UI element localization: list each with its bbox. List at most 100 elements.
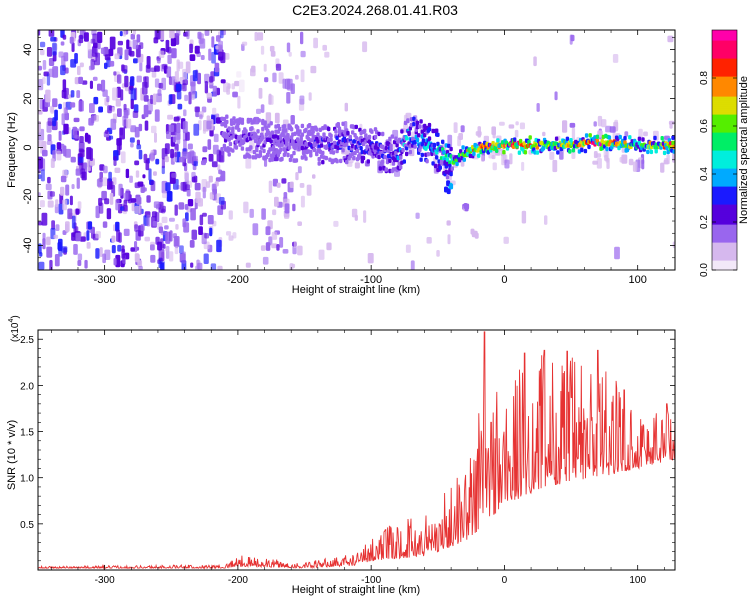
colorbar-stripe [712,248,737,251]
spectrogram-ridge-cell [280,156,284,162]
snr-plot-area [38,330,675,570]
spectrogram-cell [95,248,100,259]
spectrogram-cell [628,158,634,166]
colorbar-stripe [712,122,737,125]
spectrogram-ridge-cell [300,123,305,129]
spectrogram-cell [114,53,120,60]
spectrogram-cell [113,156,117,166]
colorbar-stripe [712,168,737,171]
colorbar-stripe [712,194,737,197]
spectrogram-ridge-cell [335,135,339,141]
spectrogram-cell [74,77,79,85]
spectrogram-cell [87,49,93,59]
spectrogram-cell [42,60,47,70]
spectrogram-ridge-cell [399,155,403,160]
spectrogram-cell [182,83,187,92]
spectrogram-cell [71,215,76,229]
spectrogram-cell [322,44,327,51]
spectrogram-cell [272,209,277,216]
spectrogram-cell [197,262,203,270]
spectrogram-ridge-cell [649,149,654,155]
spectrogram-cell [162,243,166,249]
colorbar-stripe [712,206,737,209]
spectrogram-cell [102,221,108,228]
colorbar-stripe [712,268,737,271]
spectrogram-cell [98,202,104,214]
spectrogram-cell [284,203,290,214]
spectrogram-cell [169,30,175,39]
spectrogram-ridge-cell [433,163,438,169]
colorbar-stripe [712,162,737,165]
spectrogram-cell [60,65,66,76]
spectrogram-cell [46,47,53,57]
colorbar-stripe [712,246,737,249]
spectrogram-cell [65,184,70,196]
spectrogram-cell [162,205,166,213]
spectrogram-cell [109,36,116,50]
spectrogram-cell [190,81,196,95]
spectrogram-cell [150,244,155,251]
spectrogram-cell [150,254,156,263]
spectrogram-cell [51,220,55,230]
spectrogram-cell [77,65,81,76]
spectrogram-ridge-cell [430,151,434,157]
spectrogram-cell [101,79,106,92]
spectrogram-ridge-cell [436,141,440,147]
spectrogram-cell [609,126,616,133]
spectrogram-cell [276,182,281,188]
spectrogram-ridge-cell [345,142,349,147]
colorbar-label: Normalized spectral amplitude [738,76,750,224]
spectrogram-cell [271,231,278,240]
spectrogram-cell [79,136,84,143]
spectrogram-cell [87,41,91,52]
spectrogram-ridge-cell [523,150,528,155]
spectrogram-ridge-cell [249,145,253,150]
colorbar-stripe [712,184,737,187]
spectrogram-cell [165,182,171,192]
spectrogram-ridge-cell [361,155,366,161]
spectrogram-cell [218,40,223,50]
spectrogram-cell [218,169,223,175]
colorbar-stripe [712,82,737,85]
spectrogram-ridge-cell [400,129,404,134]
spectrogram-cell [123,228,130,236]
colorbar-stripe [712,226,737,229]
spectrogram-cell [194,182,201,191]
spectrogram-cell [134,253,140,262]
colorbar-stripe [712,104,737,107]
spectrogram-cell [103,165,108,174]
spectrogram-cell [264,77,269,83]
colorbar-stripe [712,242,737,245]
spectrogram-cell [71,42,75,52]
spectrogram-ridge-cell [360,159,364,164]
spectrogram-cell [101,190,107,201]
colorbar-stripe [712,90,737,93]
spectrogram-cell [299,183,305,188]
spectrogram-cell [169,230,173,242]
spectrogram-ridge-cell [381,159,385,164]
spectrogram-cell [55,224,60,231]
colorbar-stripe [712,34,737,37]
spectrogram-cell [136,144,142,150]
y-tick-label: 2.0 [20,381,34,392]
spectrogram-ridge-cell [435,155,439,160]
colorbar-stripe [712,48,737,51]
spectrogram-ridge-cell [223,123,228,128]
spectrogram-cell [101,177,108,187]
spectrogram-ridge-cell [316,139,320,144]
spectrogram-ridge-cell [394,136,398,141]
spectrogram-ridge-cell [420,142,424,147]
spectrogram-cell [326,242,332,251]
spectrogram-cell [313,37,318,49]
spectrogram-cell [133,58,138,64]
spectrogram-cell [67,208,73,220]
spectrogram-cell [254,31,258,42]
spectrogram-ridge-cell [281,132,285,138]
colorbar-stripe [712,166,737,169]
spectrogram-cell [65,221,70,232]
snr-y-ticks: 0.5 1.0 1.5 2.0 2.5 [20,335,675,562]
spectrogram-ridge-cell [654,149,658,154]
spectrogram-ridge-cell [491,141,495,146]
spectrogram-cell [81,80,88,85]
